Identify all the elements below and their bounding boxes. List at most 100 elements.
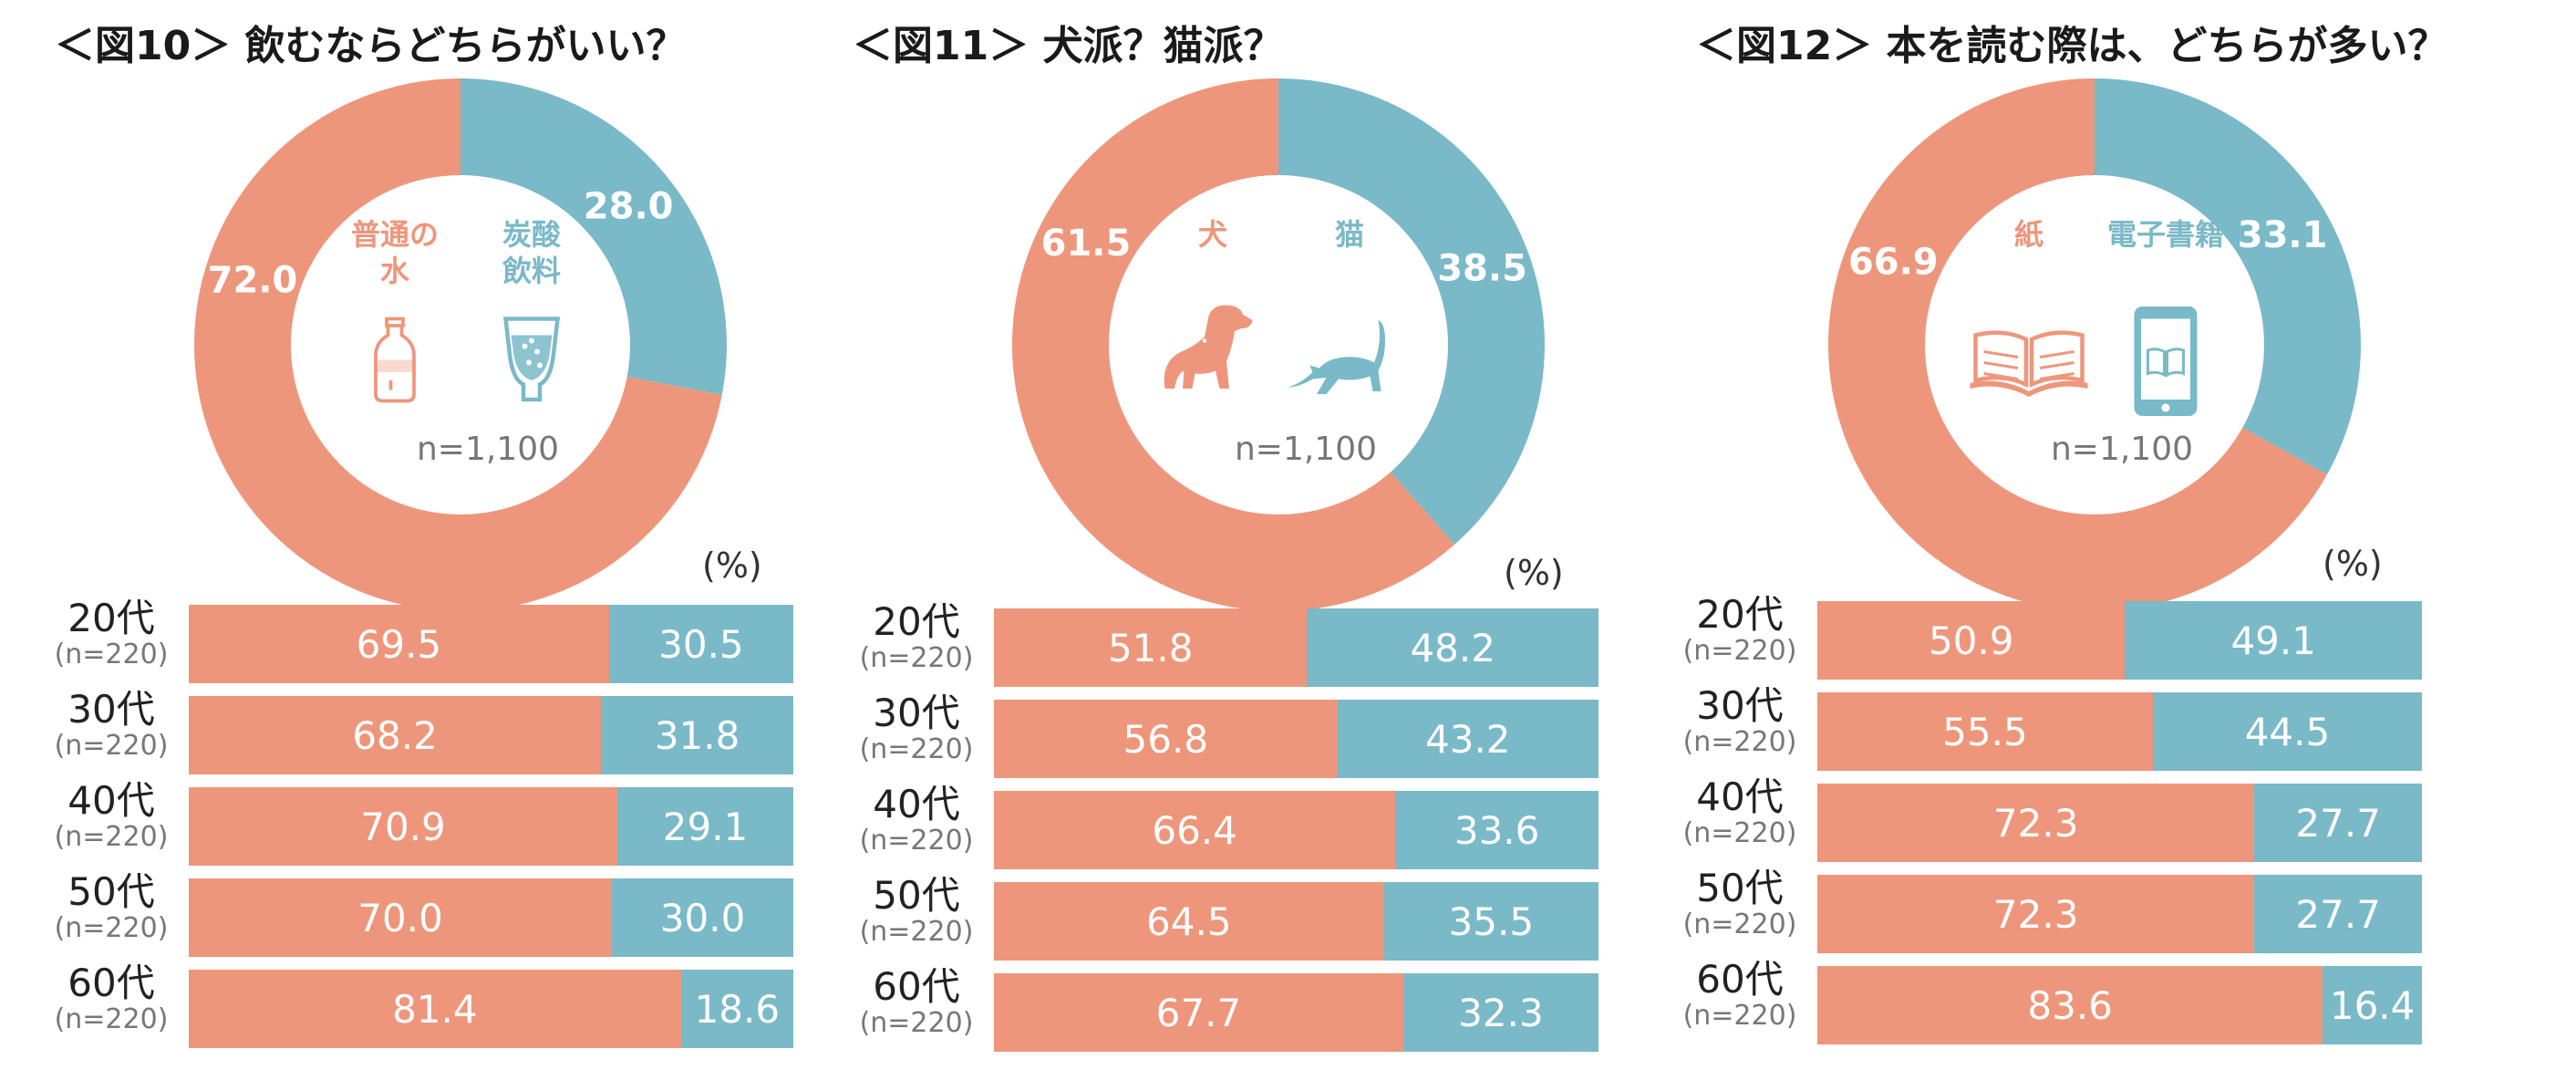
- age-group-label: 60代 (n=220): [848, 966, 985, 1039]
- bar-segment-second: 48.2: [1307, 608, 1598, 687]
- bar-segment-first: 64.5: [994, 882, 1384, 961]
- stacked-bar: 55.5 44.5: [1817, 692, 2422, 771]
- slice-value-label: 66.9: [1848, 241, 1939, 283]
- age-group-label: 20代 (n=220): [43, 597, 180, 670]
- slice-value-label: 72.0: [208, 259, 298, 301]
- bar-segment-second: 18.6: [680, 970, 793, 1048]
- center-category-label: 普通の: [351, 217, 439, 252]
- cat-icon: [1288, 320, 1385, 394]
- age-label: 50代: [67, 869, 155, 914]
- bar-segment-second: 44.5: [2152, 692, 2422, 771]
- stacked-bar: 56.8 43.2: [994, 700, 1598, 778]
- panel-fig12: ＜図12＞ 本を読む際は、どちらが多い？ 66.9 33.1 紙 電子書籍 n=1,10…: [1683, 0, 2517, 1070]
- bar-segment-first: 68.2: [189, 696, 602, 774]
- stacked-bar: 70.0 30.0: [189, 878, 793, 957]
- slice-value-label: 38.5: [1437, 248, 1527, 290]
- slice-value-label: 33.1: [2238, 214, 2328, 256]
- age-label: 20代: [873, 599, 960, 644]
- age-group-label: 60代 (n=220): [1671, 959, 1808, 1032]
- pie-slice-first: [1012, 78, 1455, 612]
- panel-fig10: ＜図10＞ 飲むならどちらがいい？ 72.0 28.0 普通の水 炭酸 飲料 n=1,10…: [55, 0, 875, 1070]
- age-label: 30代: [1696, 683, 1784, 728]
- water-bottle-icon: [374, 317, 416, 403]
- bar-segment-first: 56.8: [994, 700, 1338, 778]
- bar-segment-first: 66.4: [994, 791, 1396, 869]
- center-category-label: 紙: [2014, 217, 2043, 252]
- row-sample-size: (n=220): [54, 639, 169, 670]
- age-label: 60代: [873, 964, 960, 1009]
- age-label: 60代: [1696, 957, 1784, 1002]
- age-label: 50代: [873, 873, 960, 918]
- stacked-bar: 69.5 30.5: [189, 605, 793, 683]
- row-sample-size: (n=220): [1682, 817, 1797, 849]
- pie-slice-second: [1278, 78, 1545, 545]
- chart-title: ＜図11＞ 犬派？猫派？: [853, 23, 1284, 69]
- stacked-bar: 72.3 27.7: [1817, 875, 2422, 953]
- row-sample-size: (n=220): [859, 825, 974, 857]
- bar-segment-second: 31.8: [601, 696, 793, 774]
- age-label: 40代: [1696, 774, 1784, 819]
- bar-segment-second: 32.3: [1402, 973, 1598, 1052]
- center-category-label: 電子書籍: [2107, 217, 2224, 252]
- age-label: 20代: [67, 596, 155, 640]
- row-sample-size: (n=220): [54, 821, 169, 853]
- stacked-bar: 81.4 18.6: [189, 970, 793, 1048]
- stacked-bar: 72.3 27.7: [1817, 784, 2422, 862]
- bar-segment-second: 49.1: [2125, 601, 2422, 680]
- age-label: 30代: [873, 691, 960, 735]
- pie-slice-second: [460, 78, 728, 395]
- center-category-label: 炭酸: [502, 217, 562, 252]
- center-category-label: 水: [380, 254, 410, 288]
- percent-unit-label: (%): [702, 545, 762, 586]
- age-group-label: 20代 (n=220): [848, 601, 985, 674]
- bar-segment-first: 70.0: [189, 878, 613, 957]
- donut-chart: 66.9 33.1 紙 電子書籍 n=1,100: [1828, 78, 2361, 612]
- stacked-bar: 68.2 31.8: [189, 696, 793, 774]
- center-category-label: 犬: [1198, 217, 1227, 252]
- age-label: 40代: [67, 778, 155, 823]
- bar-segment-second: 35.5: [1383, 882, 1598, 961]
- bar-segment-first: 70.9: [189, 787, 618, 866]
- age-group-label: 30代 (n=220): [43, 689, 180, 762]
- panel-fig11: ＜図11＞ 犬派？猫派？ 61.5 38.5 犬猫 n=1,100 (%) 20代 (n=2…: [853, 0, 1673, 1070]
- age-label: 60代: [67, 961, 155, 1005]
- book-icon: [1970, 330, 2088, 397]
- percent-unit-label: (%): [2323, 544, 2383, 584]
- sample-size-label: n=1,100: [2051, 431, 2193, 468]
- bar-segment-first: 50.9: [1817, 601, 2126, 680]
- percent-unit-label: (%): [1504, 553, 1564, 593]
- slice-value-label: 61.5: [1041, 223, 1132, 265]
- bar-segment-first: 72.3: [1817, 875, 2255, 953]
- row-sample-size: (n=220): [859, 916, 974, 948]
- bar-segment-second: 30.0: [612, 878, 793, 957]
- pie-slice-first: [1828, 78, 2327, 612]
- row-sample-size: (n=220): [1682, 635, 1797, 667]
- slice-value-label: 28.0: [584, 186, 674, 228]
- bar-segment-second: 29.1: [617, 787, 793, 866]
- age-group-label: 30代 (n=220): [848, 692, 985, 765]
- age-group-label: 50代 (n=220): [848, 875, 985, 948]
- age-group-label: 50代 (n=220): [1671, 867, 1808, 940]
- age-group-label: 40代 (n=220): [43, 780, 180, 853]
- center-category-label: 飲料: [502, 254, 561, 288]
- center-category-label: 猫: [1335, 217, 1364, 252]
- row-sample-size: (n=220): [1682, 1000, 1797, 1032]
- bar-segment-first: 67.7: [994, 973, 1403, 1052]
- row-sample-size: (n=220): [54, 730, 169, 762]
- chart-title: ＜図10＞ 飲むならどちらがいい？: [55, 23, 687, 69]
- age-label: 50代: [1696, 866, 1784, 910]
- bar-segment-first: 51.8: [994, 608, 1308, 687]
- row-sample-size: (n=220): [1682, 726, 1797, 758]
- stacked-bar: 64.5 35.5: [994, 882, 1598, 961]
- age-label: 30代: [67, 687, 155, 732]
- age-group-label: 30代 (n=220): [1671, 685, 1808, 758]
- bar-segment-second: 27.7: [2254, 875, 2422, 953]
- age-label: 20代: [1696, 592, 1784, 637]
- row-sample-size: (n=220): [859, 733, 974, 765]
- bar-segment-first: 55.5: [1817, 692, 2153, 771]
- bar-segment-first: 83.6: [1817, 966, 2323, 1044]
- row-sample-size: (n=220): [54, 1003, 169, 1035]
- stacked-bar: 83.6 16.4: [1817, 966, 2422, 1044]
- row-sample-size: (n=220): [54, 912, 169, 944]
- age-group-label: 20代 (n=220): [1671, 594, 1808, 667]
